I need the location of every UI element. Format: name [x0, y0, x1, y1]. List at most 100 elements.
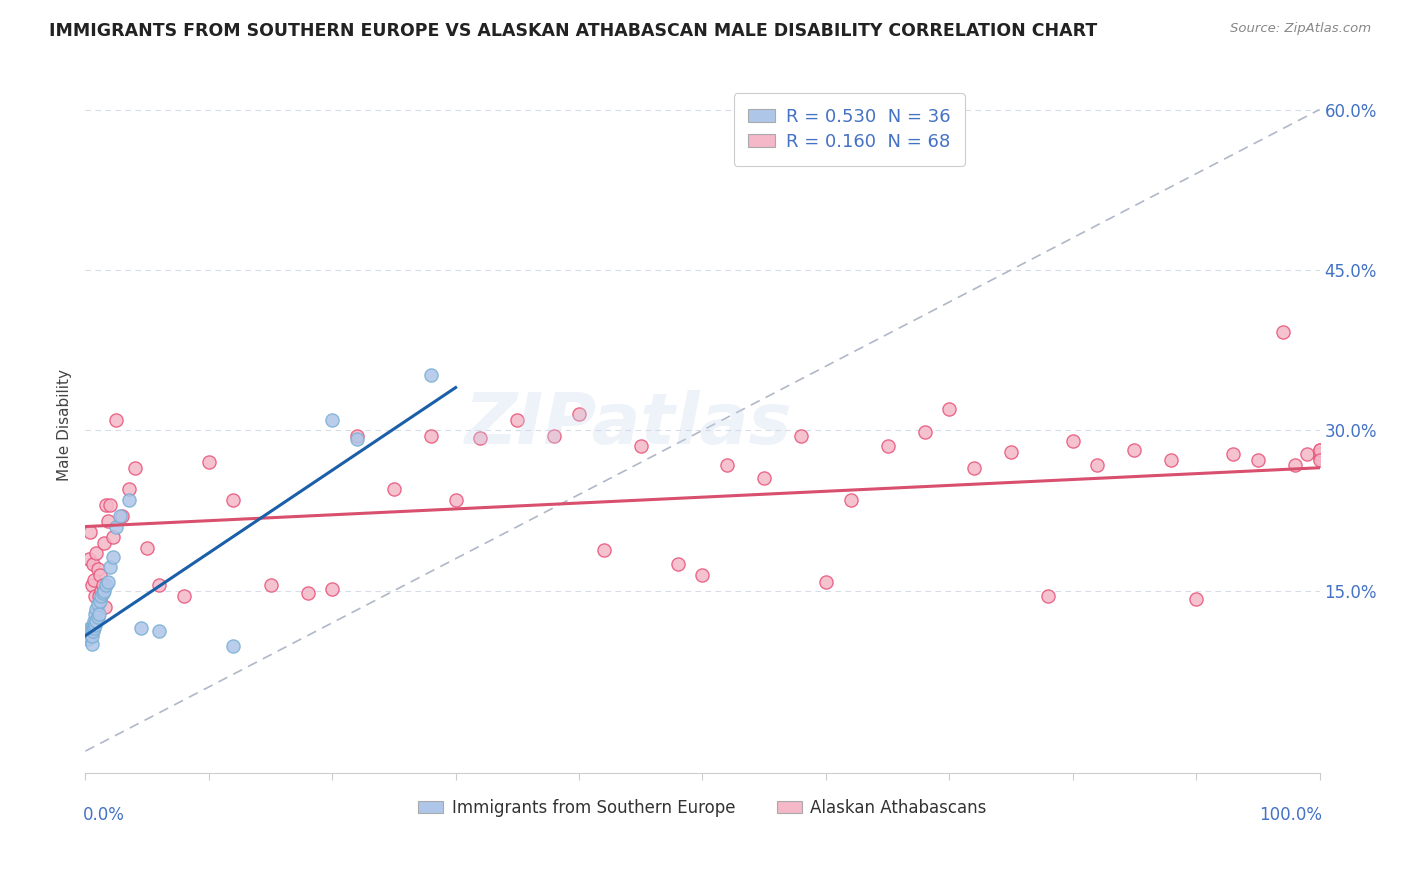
Point [84, 589, 107, 603]
Point [86, 610, 108, 624]
Point [84, 618, 107, 632]
Point [470, 431, 492, 445]
Point [111, 508, 134, 523]
Point [568, 407, 591, 421]
Point [101, 530, 124, 544]
Point [98, 560, 121, 574]
Point [1309, 442, 1331, 457]
Point [91, 586, 114, 600]
Point [1284, 458, 1306, 472]
Point [420, 428, 443, 442]
Point [83, 573, 105, 587]
Point [1296, 447, 1319, 461]
Point [86, 546, 108, 560]
Point [94, 599, 117, 614]
Point [76, 632, 98, 646]
Point [89, 567, 111, 582]
Point [93, 583, 115, 598]
Point [1271, 325, 1294, 339]
Point [148, 624, 170, 639]
Point [90, 583, 112, 598]
Text: 100.0%: 100.0% [1258, 805, 1322, 824]
Point [1123, 442, 1146, 457]
Point [1036, 589, 1059, 603]
Point [1087, 458, 1109, 472]
Point [86, 602, 108, 616]
Point [173, 589, 195, 603]
Point [87, 607, 110, 622]
Point [82, 557, 104, 571]
Point [543, 428, 565, 442]
Point [1062, 434, 1084, 448]
Point [87, 589, 110, 603]
Point [77, 624, 100, 639]
Point [630, 439, 652, 453]
Text: 0.0%: 0.0% [83, 805, 125, 824]
Point [914, 425, 936, 440]
Point [84, 607, 107, 622]
Point [592, 543, 614, 558]
Point [117, 492, 139, 507]
Point [1222, 447, 1244, 461]
Point [82, 618, 104, 632]
Point [108, 508, 131, 523]
Point [97, 514, 120, 528]
Text: IMMIGRANTS FROM SOUTHERN EUROPE VS ALASKAN ATHABASCAN MALE DISABILITY CORRELATIO: IMMIGRANTS FROM SOUTHERN EUROPE VS ALASK… [49, 22, 1098, 40]
Point [222, 492, 245, 507]
Legend: Immigrants from Southern Europe, Alaskan Athabascans: Immigrants from Southern Europe, Alaskan… [412, 792, 993, 823]
Point [96, 578, 118, 592]
Point [79, 626, 101, 640]
Y-axis label: Male Disability: Male Disability [58, 369, 72, 481]
Point [93, 535, 115, 549]
Point [382, 482, 405, 496]
Point [79, 524, 101, 539]
Point [297, 586, 319, 600]
Point [97, 575, 120, 590]
Point [1000, 444, 1022, 458]
Point [321, 582, 343, 596]
Point [1309, 451, 1331, 466]
Point [105, 412, 128, 426]
Point [963, 460, 986, 475]
Point [839, 492, 862, 507]
Point [90, 589, 112, 603]
Point [82, 624, 104, 639]
Point [96, 498, 118, 512]
Point [259, 578, 281, 592]
Point [346, 428, 368, 442]
Point [129, 621, 152, 635]
Point [101, 549, 124, 564]
Point [666, 557, 689, 571]
Point [89, 594, 111, 608]
Point [136, 541, 159, 555]
Point [77, 629, 100, 643]
Point [98, 498, 121, 512]
Point [80, 637, 103, 651]
Point [754, 471, 776, 485]
Point [124, 460, 146, 475]
Point [198, 455, 221, 469]
Point [148, 578, 170, 592]
Point [79, 621, 101, 635]
Point [506, 412, 529, 426]
Point [790, 428, 813, 442]
Point [86, 562, 108, 576]
Point [938, 401, 960, 416]
Point [117, 482, 139, 496]
Point [1185, 592, 1208, 607]
Point [77, 551, 100, 566]
Point [420, 368, 443, 382]
Point [1247, 453, 1270, 467]
Point [86, 597, 108, 611]
Point [105, 519, 128, 533]
Point [346, 432, 368, 446]
Point [716, 458, 738, 472]
Point [876, 439, 898, 453]
Point [83, 614, 105, 628]
Point [80, 578, 103, 592]
Point [222, 640, 245, 654]
Point [321, 412, 343, 426]
Point [1160, 453, 1182, 467]
Point [692, 567, 714, 582]
Point [1309, 447, 1331, 461]
